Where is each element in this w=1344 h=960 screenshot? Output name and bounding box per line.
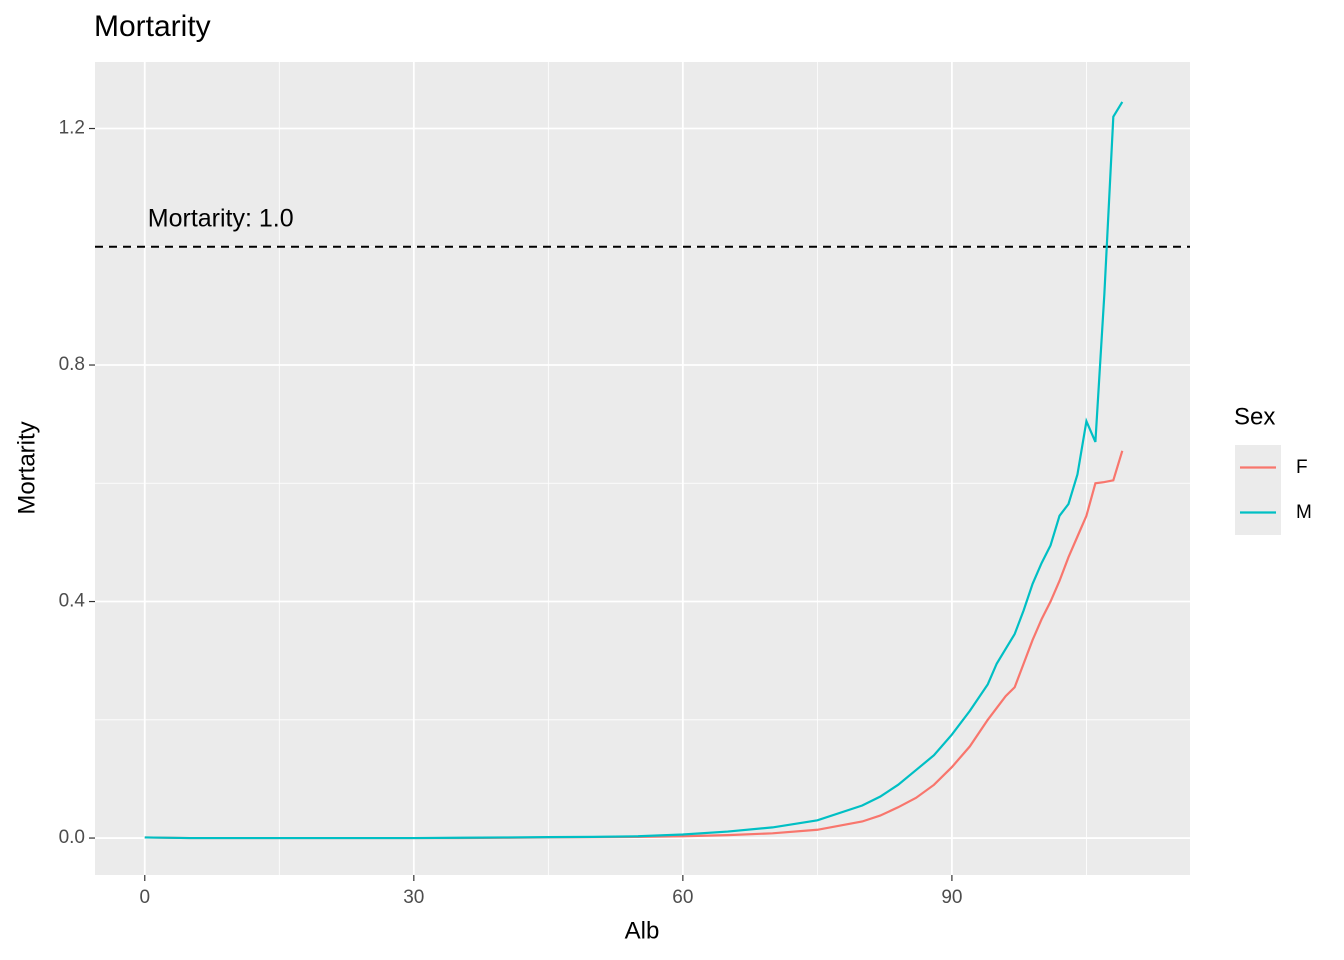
x-tick-label: 60 — [672, 887, 693, 908]
legend-title: Sex — [1234, 403, 1275, 430]
y-tick-label: 0.0 — [59, 827, 85, 848]
chart-title: Mortarity — [94, 10, 211, 43]
y-axis-title: Mortarity — [13, 421, 40, 514]
x-tick-label: 0 — [139, 887, 150, 908]
marks: Mortarity: 1.0 — [95, 101, 1190, 840]
panel — [95, 62, 1190, 875]
y-tick-label: 0.4 — [59, 591, 86, 612]
legend-label: M — [1296, 502, 1312, 523]
x-axis-title: Alb — [625, 917, 660, 944]
x-tick-label: 30 — [403, 887, 424, 908]
y-tick-label: 1.2 — [59, 118, 85, 139]
legend-label: F — [1296, 457, 1308, 478]
x-tick-label: 90 — [941, 887, 962, 908]
data-line — [144, 101, 1124, 840]
annotation: Mortarity: 1.0 — [148, 204, 294, 232]
y-tick-label: 0.8 — [59, 354, 85, 375]
